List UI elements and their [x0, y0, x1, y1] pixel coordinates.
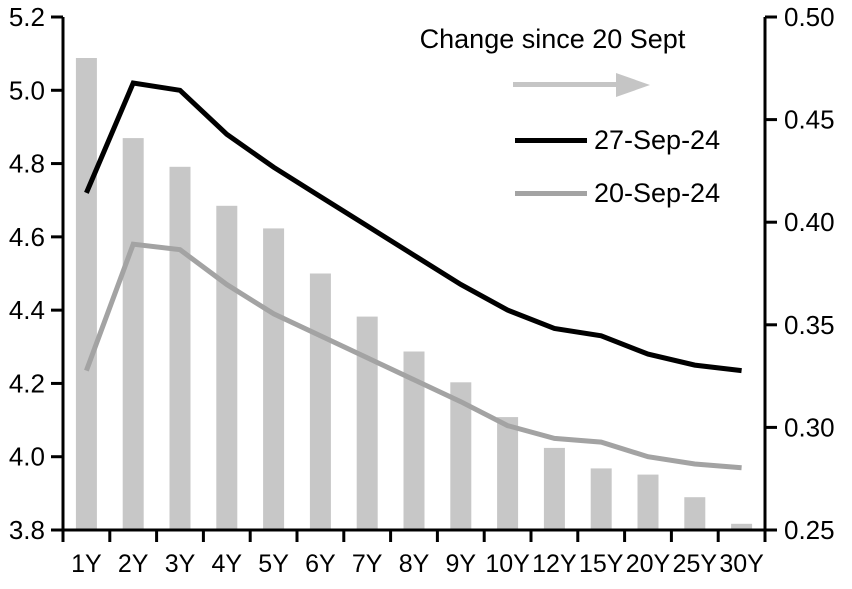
left-axis-label: 4.6	[9, 222, 45, 252]
x-axis-label-2Y: 2Y	[118, 550, 149, 578]
right-axis-label: 0.40	[784, 207, 835, 237]
x-axis-label-5Y: 5Y	[258, 550, 289, 578]
bar-25Y	[684, 497, 706, 530]
bar-3Y	[169, 166, 191, 531]
right-axis-label: 0.25	[784, 515, 835, 545]
bar-7Y	[356, 316, 378, 530]
x-axis-label-3Y: 3Y	[165, 550, 196, 578]
left-axis-label: 4.0	[9, 442, 45, 472]
right-axis-label: 0.30	[784, 412, 835, 442]
left-axis-label: 4.8	[9, 149, 45, 179]
bar-5Y	[263, 228, 285, 530]
bar-20Y	[637, 474, 659, 530]
right-axis-label: 0.45	[784, 105, 835, 135]
bar-30Y	[731, 523, 753, 530]
left-axis-label: 4.4	[9, 295, 45, 325]
bar-15Y	[590, 468, 612, 530]
bar-9Y	[450, 382, 472, 530]
bar-12Y	[543, 447, 565, 530]
left-axis-label: 3.8	[9, 515, 45, 545]
x-axis-label-20Y: 20Y	[626, 550, 671, 578]
x-axis-label-9Y: 9Y	[446, 550, 477, 578]
bar-6Y	[309, 273, 331, 530]
x-axis-label-10Y: 10Y	[485, 550, 530, 578]
x-axis-label-1Y: 1Y	[71, 550, 102, 578]
x-axis-label-30Y: 30Y	[719, 550, 764, 578]
x-axis-label-25Y: 25Y	[673, 550, 718, 578]
bar-8Y	[403, 351, 425, 530]
bar-1Y	[75, 58, 97, 530]
left-axis-label: 4.2	[9, 368, 45, 398]
x-axis-label-6Y: 6Y	[305, 550, 336, 578]
bar-4Y	[216, 205, 238, 531]
series-line-27-Sep-24	[84, 80, 742, 374]
series-line-20-Sep-24	[84, 241, 742, 471]
x-axis-label-12Y: 12Y	[532, 550, 577, 578]
x-axis-label-4Y: 4Y	[212, 550, 243, 578]
left-axis-label: 5.2	[9, 2, 45, 32]
x-axis-label-8Y: 8Y	[399, 550, 430, 578]
x-axis-label-15Y: 15Y	[579, 550, 624, 578]
right-axis-label: 0.35	[784, 310, 835, 340]
left-axis-label: 5.0	[9, 75, 45, 105]
bar-2Y	[122, 138, 144, 530]
x-axis-label-7Y: 7Y	[352, 550, 383, 578]
right-axis-label: 0.50	[784, 2, 835, 32]
bar-10Y	[497, 417, 519, 530]
